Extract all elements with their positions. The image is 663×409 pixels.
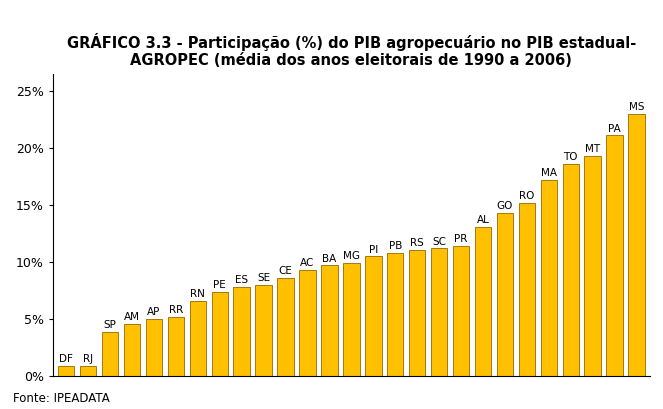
Text: PE: PE [213, 280, 226, 290]
Text: ES: ES [235, 276, 248, 285]
Text: RR: RR [169, 305, 183, 315]
Text: RJ: RJ [83, 354, 93, 364]
Title: GRÁFICO 3.3 - Participação (%) do PIB agropecuário no PIB estadual-
AGROPEC (méd: GRÁFICO 3.3 - Participação (%) do PIB ag… [67, 33, 636, 68]
Text: PA: PA [608, 124, 621, 134]
Bar [562, 164, 579, 376]
Text: GO: GO [497, 201, 513, 211]
Text: AL: AL [477, 215, 489, 225]
Text: RN: RN [190, 289, 206, 299]
Bar [322, 265, 337, 376]
Bar [475, 227, 491, 376]
Bar [168, 317, 184, 376]
Bar [58, 366, 74, 376]
Text: RS: RS [410, 238, 424, 248]
Text: AC: AC [300, 258, 315, 268]
Bar [365, 256, 381, 376]
Text: CE: CE [278, 266, 292, 276]
Bar [255, 285, 272, 376]
Bar [299, 270, 316, 376]
Bar [540, 180, 557, 376]
Text: DF: DF [59, 354, 73, 364]
Bar [629, 114, 645, 376]
Text: MA: MA [541, 168, 557, 178]
Bar [124, 324, 141, 376]
Text: AM: AM [124, 312, 140, 322]
Bar [80, 366, 96, 376]
Text: BA: BA [322, 254, 337, 264]
Bar [233, 287, 250, 376]
Bar [518, 203, 535, 376]
Text: MS: MS [629, 102, 644, 112]
Bar [431, 248, 448, 376]
Text: MT: MT [585, 144, 600, 154]
Text: AP: AP [147, 308, 160, 317]
Bar [387, 253, 404, 376]
Bar [146, 319, 162, 376]
Text: SE: SE [257, 273, 271, 283]
Text: MG: MG [343, 252, 360, 261]
Text: Fonte: IPEADATA: Fonte: IPEADATA [13, 392, 110, 405]
Bar [453, 246, 469, 376]
Text: RO: RO [519, 191, 534, 201]
Bar [585, 156, 601, 376]
Text: SC: SC [432, 237, 446, 247]
Bar [343, 263, 359, 376]
Bar [409, 249, 426, 376]
Text: TO: TO [564, 152, 578, 162]
Bar [190, 301, 206, 376]
Bar [607, 135, 623, 376]
Bar [277, 278, 294, 376]
Bar [211, 292, 228, 376]
Text: SP: SP [103, 320, 117, 330]
Text: PR: PR [454, 234, 468, 244]
Bar [102, 332, 118, 376]
Text: PB: PB [389, 241, 402, 251]
Text: PI: PI [369, 245, 378, 255]
Bar [497, 213, 513, 376]
